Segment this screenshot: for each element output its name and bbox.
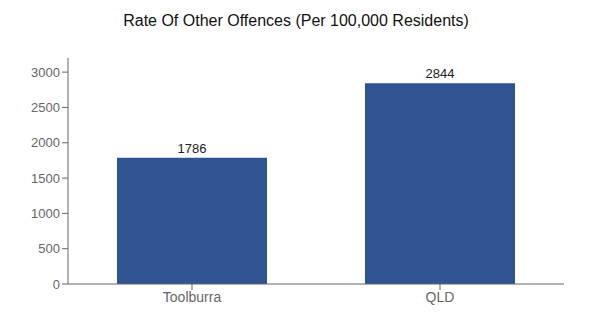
svg-text:0: 0 — [53, 277, 60, 292]
svg-text:QLD: QLD — [426, 289, 455, 305]
svg-text:1500: 1500 — [31, 171, 60, 186]
svg-text:2844: 2844 — [426, 66, 455, 81]
html-text:Rate Of Other Offences (Per 10: Rate Of Other Offences (Per 100,000 Resi… — [123, 12, 469, 29]
svg-text:1786: 1786 — [178, 141, 207, 156]
svg-text:2500: 2500 — [31, 100, 60, 115]
svg-text:500: 500 — [38, 241, 60, 256]
svg-text:Toolburra: Toolburra — [163, 289, 222, 305]
svg-text:2000: 2000 — [31, 135, 60, 150]
svg-text:1000: 1000 — [31, 206, 60, 221]
svg-text:3000: 3000 — [31, 65, 60, 80]
